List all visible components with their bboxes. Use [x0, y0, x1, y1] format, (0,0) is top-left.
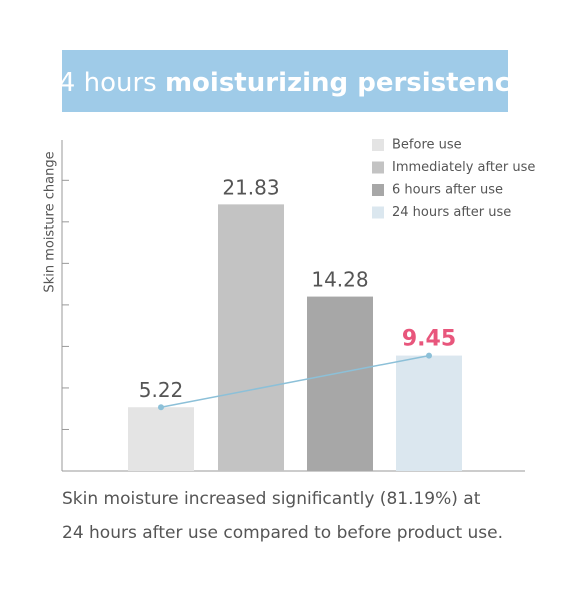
legend-label: Before use	[392, 138, 462, 153]
trend-line	[160, 354, 430, 408]
trend-point	[158, 404, 164, 411]
legend-label: Immediately after use	[392, 160, 535, 175]
trend-point	[426, 352, 432, 359]
value-label: 9.45	[402, 327, 456, 352]
title-bold: moisturizing persistence	[165, 68, 528, 98]
legend-swatch	[372, 206, 384, 219]
caption-line: Skin moisture increased significantly (8…	[62, 489, 481, 509]
legend-swatch	[372, 161, 384, 174]
bar	[396, 355, 462, 471]
value-label: 14.28	[311, 268, 368, 292]
y-axis-label: Skin moisture change	[43, 151, 58, 292]
title-banner	[62, 50, 508, 112]
legend-label: 24 hours after use	[392, 205, 511, 220]
value-label: 21.83	[222, 175, 279, 199]
legend-swatch	[372, 139, 384, 151]
caption-line: 24 hours after use compared to before pr…	[62, 523, 503, 543]
bar	[307, 296, 373, 471]
chart-title: 24 hours moisturizing persistence	[42, 68, 528, 98]
value-label: 5.22	[139, 378, 184, 402]
title-light: 24 hours	[42, 68, 156, 98]
bar	[128, 407, 194, 471]
bar	[218, 204, 284, 471]
legend-swatch	[372, 184, 384, 196]
legend-label: 6 hours after use	[392, 183, 503, 198]
